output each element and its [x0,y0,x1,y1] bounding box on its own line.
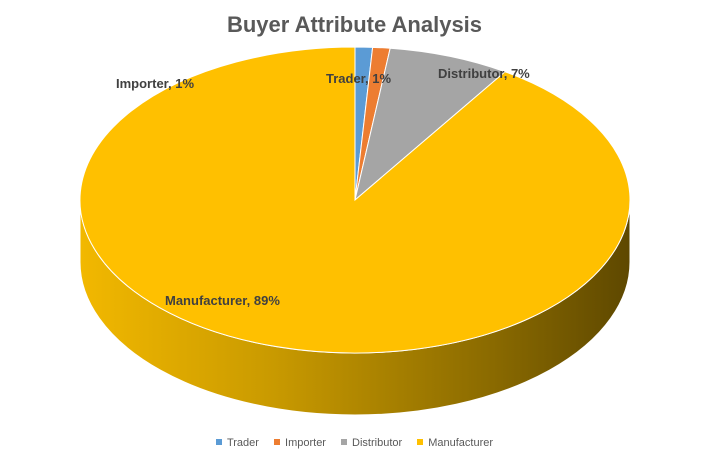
pie-slice-manufacturer [79,46,631,354]
data-label-importer: Importer, 1% [116,76,194,91]
pie-slice-distributor [354,47,506,202]
legend-label-manufacturer: Manufacturer [428,437,494,449]
legend-swatch-trader [215,439,222,445]
legend-swatch-distributor [341,439,348,445]
data-label-trader: Trader, 1% [326,71,391,86]
legend-item-distributor: Distributor [341,437,402,449]
chart-title: Buyer Attribute Analysis [226,12,483,37]
legend-swatch-manufacturer [417,439,424,445]
legend-item-trader: Trader [215,437,259,449]
legend-item-manufacturer: Manufacturer [417,437,493,449]
legend: Trader Importer Distributor Manufacturer [0,437,709,449]
legend-label-importer: Importer [285,437,326,449]
legend-label-trader: Trader [226,437,259,449]
legend-label-distributor: Distributor [352,437,403,449]
legend-swatch-importer [274,439,281,445]
data-label-manufacturer: Manufacturer, 89% [165,293,280,308]
data-label-distributor: Distributor, 7% [438,66,530,81]
legend-item-importer: Importer [274,437,326,449]
